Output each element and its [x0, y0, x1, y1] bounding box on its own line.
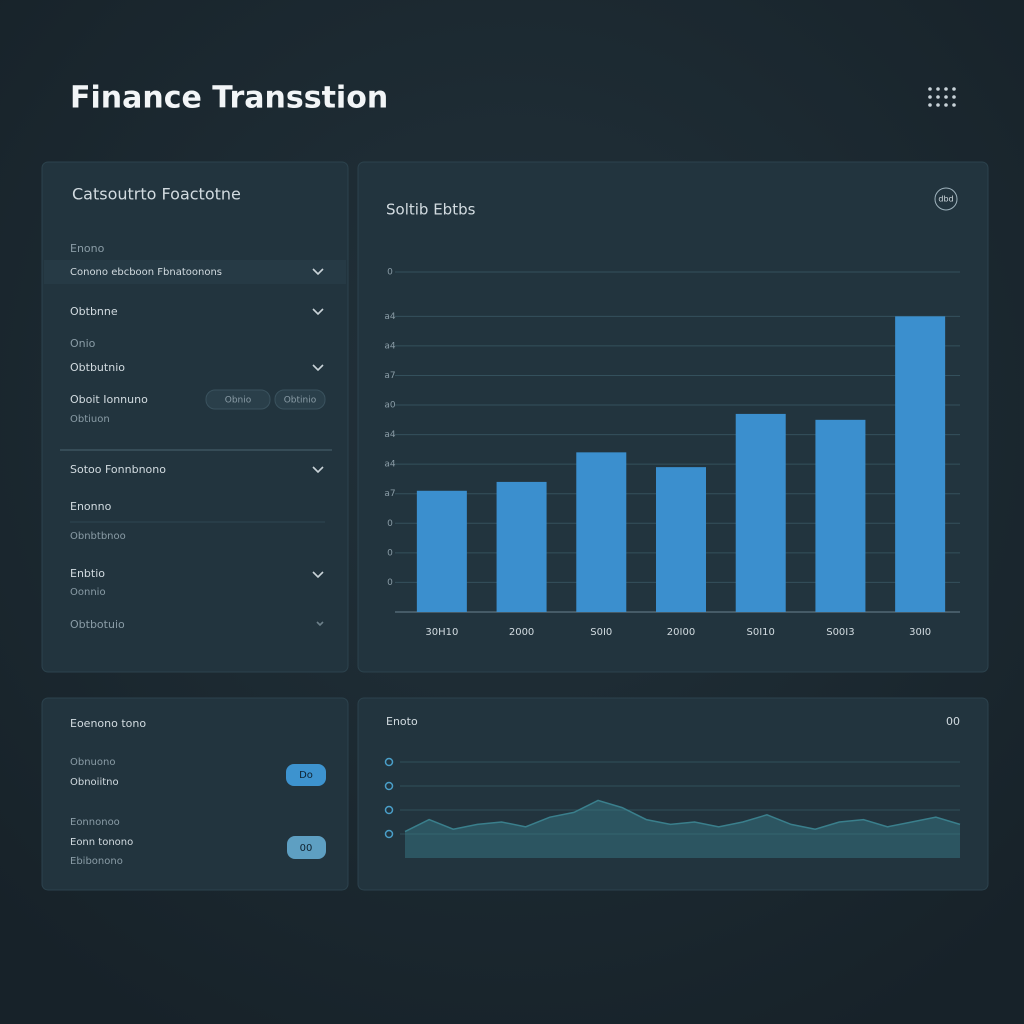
x-tick-label: S0I10 [747, 627, 775, 638]
area-chart-panel [357, 697, 989, 891]
note: Oonnio [70, 587, 106, 598]
bar [656, 467, 706, 612]
select[interactable]: Obtbutnio [70, 361, 125, 374]
label: Enonno [70, 500, 112, 513]
menu-icon[interactable] [928, 87, 956, 107]
corner-label: 00 [946, 715, 960, 728]
y-tick-label: 0 [387, 268, 393, 278]
settings-panel [41, 697, 349, 891]
toggle-label: 00 [300, 843, 313, 854]
pill-label: Obnio [225, 396, 252, 406]
badge-label: dbd [938, 195, 953, 204]
area-line [404, 799, 961, 833]
label: Obnuono [70, 757, 115, 768]
toggle[interactable] [287, 836, 326, 859]
chevron[interactable] [316, 621, 324, 627]
y-tick-label: a4 [384, 460, 396, 470]
chart-title: Enoto [386, 715, 418, 728]
label: Enono [70, 242, 105, 255]
bar [735, 413, 786, 612]
x-tick-label: S0I0 [590, 627, 612, 638]
x-tick-label: 20I00 [667, 627, 695, 638]
pill-label: Obtinio [284, 396, 317, 406]
y-tick-label: a4 [384, 341, 396, 351]
x-tick-label: 30H10 [425, 627, 458, 638]
y-tick-label: a7 [384, 489, 395, 499]
y-tick [384, 805, 394, 815]
chart-title: Soltib Ebtbs [386, 201, 476, 219]
chevron[interactable] [312, 571, 324, 579]
pill[interactable] [274, 389, 326, 410]
y-tick-label: a4 [384, 312, 396, 322]
chevron[interactable] [312, 268, 324, 276]
x-tick-label: S00I3 [826, 627, 854, 638]
select[interactable]: Obtbotuio [70, 618, 125, 631]
label: Eonnonoo [70, 817, 120, 828]
y-tick-label: 0 [387, 519, 393, 529]
y-tick [384, 829, 394, 839]
bar [496, 481, 547, 612]
toggle[interactable] [286, 764, 326, 786]
bar [895, 316, 946, 612]
bar [416, 490, 467, 612]
area [405, 800, 960, 858]
x-tick-label: 30I0 [909, 627, 931, 638]
note: Ebibonono [70, 856, 123, 867]
y-tick [384, 781, 394, 791]
y-tick-label: 0 [387, 548, 393, 558]
badge[interactable] [934, 187, 958, 211]
filters-panel [41, 161, 349, 673]
x-tick-label: 2000 [509, 627, 534, 638]
y-tick [384, 757, 394, 767]
y-tick-label: a4 [384, 430, 396, 440]
chevron[interactable] [312, 364, 324, 372]
y-tick-label: a7 [384, 371, 395, 381]
select[interactable]: Conono ebcboon Fbnatoonons [70, 267, 222, 278]
select[interactable]: Obtbnne [70, 305, 118, 318]
select[interactable]: Enbtio [70, 567, 105, 580]
chevron[interactable] [312, 308, 324, 316]
select-bg [44, 260, 346, 284]
note: Obnbtbnoo [70, 531, 126, 542]
note: Obnoiitno [70, 777, 119, 788]
note: Eonn tonono [70, 837, 133, 848]
settings-title: Eoenono tono [70, 717, 146, 730]
select[interactable]: Sotoo Fonnbnono [70, 463, 166, 476]
y-tick-label: a0 [384, 401, 396, 411]
page-title: Finance Transstion [70, 81, 388, 116]
note: Obtiuon [70, 414, 110, 425]
label: Onio [70, 337, 96, 350]
pill[interactable] [205, 389, 271, 410]
bar [815, 419, 866, 612]
filters-title: Catsoutrto Foactotne [72, 185, 241, 204]
label: Oboit Ionnuno [70, 393, 148, 406]
bar [576, 452, 627, 612]
toggle-label: Do [299, 770, 313, 781]
chevron[interactable] [312, 466, 324, 474]
y-tick-label: 0 [387, 578, 393, 588]
